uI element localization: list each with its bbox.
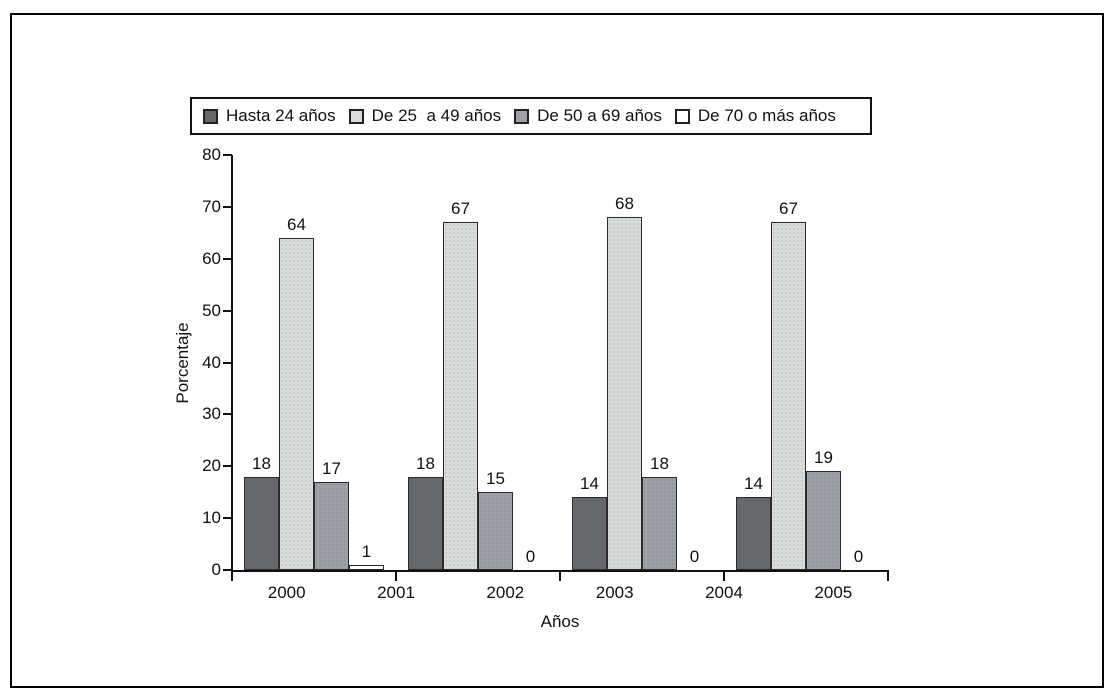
bar: [314, 482, 349, 570]
bar-value-label: 1: [361, 542, 372, 561]
bar-value-label: 67: [779, 199, 798, 218]
bar-value-label: 14: [580, 474, 599, 493]
legend-label: Hasta 24 años: [226, 106, 336, 125]
legend-item: De 70 o más años: [674, 106, 836, 126]
x-axis-tick-label: 2001: [377, 583, 415, 602]
legend-swatch-icon: [674, 108, 690, 124]
bar: [244, 477, 279, 570]
y-axis-tick-label: 60: [202, 248, 221, 268]
x-axis-tick-label: 2003: [595, 583, 634, 602]
y-axis-tick-label: 40: [202, 352, 221, 372]
legend-item: De 50 a 69 años: [514, 106, 662, 126]
bar-value-label: 14: [744, 474, 763, 493]
y-axis-tick-label: 80: [202, 145, 221, 164]
y-axis-tick-label: 50: [202, 300, 221, 320]
y-axis-tick-label: 30: [202, 404, 221, 424]
x-axis-tick-label: 2000: [267, 583, 306, 602]
bar-value-label: 18: [252, 454, 271, 473]
x-axis-tick: [887, 572, 889, 581]
legend-label: De 70 o más años: [697, 106, 836, 125]
bar: [443, 222, 478, 570]
x-axis-tick: [559, 572, 561, 581]
bar: [572, 497, 607, 570]
x-axis-tick: [395, 572, 397, 581]
bar: [642, 477, 677, 570]
x-axis-tick: [723, 572, 725, 581]
bar: [349, 565, 384, 570]
y-axis-tick: [223, 413, 232, 416]
legend-swatch-icon: [203, 108, 218, 124]
legend-swatch-icon: [348, 108, 364, 124]
y-axis-tick-label: 0: [211, 560, 221, 579]
bar: [806, 471, 841, 570]
figure-frame: [10, 13, 1104, 688]
legend-label: De 25 a 49 años: [371, 106, 502, 125]
bar-value-label: 0: [689, 547, 700, 566]
y-axis-tick: [223, 465, 232, 468]
x-axis-line: [231, 570, 889, 572]
y-axis-tick: [223, 205, 232, 208]
bar-value-label: 17: [322, 459, 341, 478]
x-axis-tick-label: 2004: [705, 583, 743, 602]
bar-value-label: 15: [486, 469, 505, 488]
y-axis-line: [231, 155, 233, 572]
y-axis-tick: [223, 154, 232, 156]
bar: [478, 492, 513, 570]
x-axis-tick-label: 2005: [814, 583, 853, 602]
legend-item: Hasta 24 años: [203, 106, 336, 126]
y-axis-tick: [223, 361, 232, 364]
legend-swatch-icon: [514, 108, 530, 124]
x-axis-tick-label: 2002: [486, 583, 525, 602]
legend: Hasta 24 años De 25 a 49 años De 50 a 69 a…: [190, 97, 872, 135]
x-axis-tick: [231, 572, 233, 581]
bar-value-label: 0: [853, 547, 864, 566]
y-axis-tick: [223, 569, 232, 571]
bar: [771, 222, 806, 570]
y-axis-tick: [223, 257, 232, 260]
bar: [408, 477, 443, 570]
bar-value-label: 18: [650, 454, 669, 473]
y-axis-tick-label: 10: [202, 508, 221, 528]
legend-item: De 25 a 49 años: [348, 106, 502, 126]
bar-value-label: 18: [416, 454, 435, 473]
bar-value-label: 68: [615, 194, 634, 213]
y-axis-tick-label: 70: [202, 196, 221, 216]
bar-value-label: 67: [451, 199, 470, 218]
bar-value-label: 19: [814, 448, 833, 467]
bar: [736, 497, 771, 570]
y-axis-tick: [223, 517, 232, 520]
bar-value-label: 0: [525, 547, 536, 566]
x-axis-title: Años: [540, 612, 580, 631]
bar: [279, 238, 314, 570]
legend-label: De 50 a 69 años: [537, 106, 662, 125]
bar: [607, 217, 642, 570]
y-axis-title: Porcentaje: [173, 322, 192, 404]
y-axis-tick-label: 20: [202, 456, 221, 476]
bar-value-label: 64: [287, 215, 306, 234]
y-axis-tick: [223, 309, 232, 312]
